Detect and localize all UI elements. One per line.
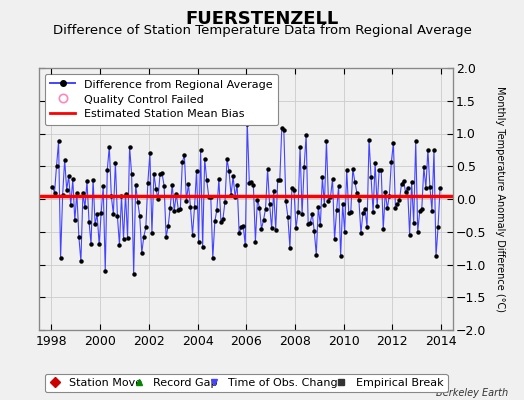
Text: Berkeley Earth: Berkeley Earth	[436, 388, 508, 398]
Legend: Station Move, Record Gap, Time of Obs. Change, Empirical Break: Station Move, Record Gap, Time of Obs. C…	[45, 374, 447, 392]
Y-axis label: Monthly Temperature Anomaly Difference (°C): Monthly Temperature Anomaly Difference (…	[495, 86, 505, 312]
Text: FUERSTENZELL: FUERSTENZELL	[185, 10, 339, 28]
Legend: Difference from Regional Average, Quality Control Failed, Estimated Station Mean: Difference from Regional Average, Qualit…	[45, 74, 278, 125]
Text: Difference of Station Temperature Data from Regional Average: Difference of Station Temperature Data f…	[52, 24, 472, 37]
